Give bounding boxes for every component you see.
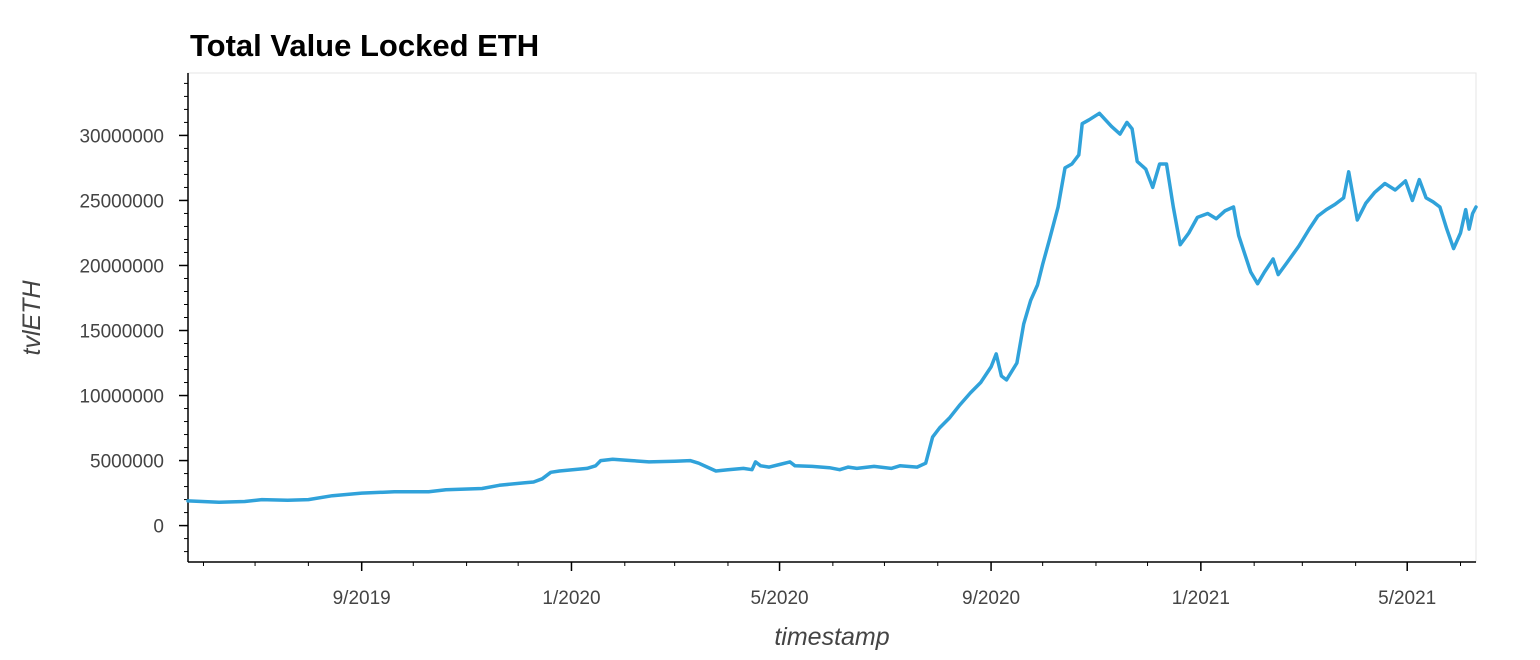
chart-title: Total Value Locked ETH xyxy=(190,28,539,63)
x-tick-label: 5/2020 xyxy=(750,588,808,609)
y-tick-label: 5000000 xyxy=(90,452,164,473)
y-tick-label: 30000000 xyxy=(79,126,164,147)
x-axis: 9/2019 1/2020 5/2020 9/2020 1/2021 5/2021 xyxy=(188,561,1476,609)
y-tick-label: 10000000 xyxy=(79,387,164,408)
x-tick-label: 9/2019 xyxy=(333,588,391,609)
y-tick-label: 0 xyxy=(153,517,164,538)
x-tick-label: 1/2020 xyxy=(542,588,600,609)
series-line-0 xyxy=(186,111,1478,504)
x-axis-label: timestamp xyxy=(774,623,889,651)
x-tick-label: 1/2021 xyxy=(1172,588,1230,609)
plot-frame xyxy=(187,72,1477,563)
y-tick-label: 15000000 xyxy=(79,322,164,343)
series-layer xyxy=(186,111,1478,504)
y-axis: 0 5000000 10000000 15000000 20000000 25000000… xyxy=(79,73,189,562)
y-tick-label: 25000000 xyxy=(79,191,164,212)
x-tick-label: 9/2020 xyxy=(962,588,1020,609)
y-tick-label: 20000000 xyxy=(79,256,164,277)
y-axis-label: tvlETH xyxy=(18,280,46,356)
x-tick-label: 5/2021 xyxy=(1378,588,1436,609)
